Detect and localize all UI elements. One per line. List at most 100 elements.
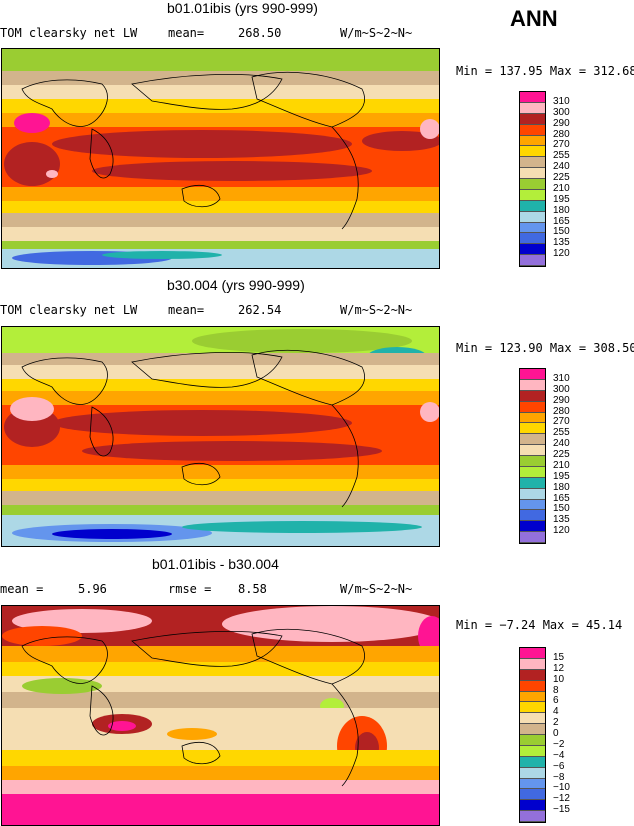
colorbar-level-label: 120: [553, 525, 570, 537]
colorbar-level-label: −10: [553, 782, 570, 794]
panel2-left-label: TOM clearsky net LW: [0, 303, 138, 317]
panel2-colorbar: [519, 368, 546, 544]
colorbar-swatch: [520, 466, 545, 478]
colorbar-level-label: 135: [553, 514, 570, 526]
panel2-minmax: Min = 123.90 Max = 308.50: [456, 341, 634, 355]
colorbar-swatch: [520, 521, 545, 533]
colorbar-level-label: 195: [553, 193, 570, 205]
panel2-mean-label: mean=: [168, 303, 205, 317]
panel1-map: [1, 48, 440, 269]
colorbar-level-label: 135: [553, 237, 570, 249]
colorbar-level-label: 8: [553, 684, 559, 696]
colorbar-swatch: [520, 412, 545, 424]
colorbar-level-label: −4: [553, 749, 565, 761]
panel3-minmax: Min = −7.24 Max = 45.14: [456, 618, 623, 632]
colorbar-swatch: [520, 477, 545, 489]
colorbar-swatch: [520, 713, 545, 725]
colorbar-swatch: [520, 658, 545, 670]
colorbar-level-label: 150: [553, 226, 570, 238]
panel1-minmax: Min = 137.95 Max = 312.68: [456, 64, 634, 78]
panel2-units: W/m~S~2~N~: [340, 303, 413, 317]
panel3-rmse-value: 8.58: [238, 582, 267, 596]
colorbar-swatch: [520, 745, 545, 757]
colorbar-swatch: [520, 680, 545, 692]
panel1-title: b01.01ibis (yrs 990-999): [167, 0, 318, 16]
colorbar-swatch: [520, 369, 545, 380]
panel1-colorbar: [519, 91, 546, 267]
panel3-colorbar: [519, 647, 546, 823]
colorbar-swatch: [520, 800, 545, 812]
colorbar-level-label: 12: [553, 662, 565, 674]
colorbar-level-label: 255: [553, 150, 570, 162]
colorbar-swatch: [520, 189, 545, 201]
colorbar-swatch: [520, 102, 545, 114]
colorbar-level-label: 2: [553, 717, 559, 729]
colorbar-swatch: [520, 488, 545, 500]
colorbar-swatch: [520, 767, 545, 779]
colorbar-level-label: 270: [553, 139, 570, 151]
colorbar-swatch: [520, 157, 545, 169]
colorbar-level-label: 255: [553, 427, 570, 439]
colorbar-swatch: [520, 691, 545, 703]
colorbar-swatch: [520, 401, 545, 413]
colorbar-level-label: 210: [553, 182, 570, 194]
panel3-title: b01.01ibis - b30.004: [152, 556, 279, 572]
colorbar-level-label: −15: [553, 804, 570, 816]
colorbar-swatch: [520, 390, 545, 402]
colorbar-swatch: [520, 92, 545, 103]
panel2-mean-value: 262.54: [238, 303, 282, 317]
colorbar-level-label: 4: [553, 706, 559, 718]
colorbar-swatch: [520, 811, 545, 822]
panel3-mean-value: 5.96: [78, 582, 107, 596]
colorbar-swatch: [520, 168, 545, 179]
colorbar-swatch: [520, 434, 545, 446]
colorbar-swatch: [520, 789, 545, 801]
colorbar-level-label: 180: [553, 204, 570, 216]
colorbar-swatch: [520, 756, 545, 768]
colorbar-level-label: 6: [553, 695, 559, 707]
colorbar-level-label: 300: [553, 106, 570, 118]
colorbar-level-label: 225: [553, 449, 570, 460]
colorbar-level-label: 180: [553, 481, 570, 493]
colorbar-level-label: 280: [553, 405, 570, 417]
colorbar-swatch: [520, 724, 545, 735]
colorbar-swatch: [520, 445, 545, 456]
season-label: ANN: [510, 6, 558, 31]
colorbar-level-label: −8: [553, 771, 565, 783]
colorbar-swatch: [520, 778, 545, 790]
colorbar-swatch: [520, 423, 545, 435]
panel1-mean-value: 268.50: [238, 26, 282, 40]
panel3-mean-label: mean =: [0, 582, 44, 596]
colorbar-swatch: [520, 379, 545, 391]
colorbar-level-label: 165: [553, 492, 570, 504]
colorbar-level-label: 150: [553, 503, 570, 515]
colorbar-swatch: [520, 233, 545, 245]
colorbar-level-label: 310: [553, 372, 570, 384]
colorbar-swatch: [520, 211, 545, 223]
colorbar-level-label: 290: [553, 117, 570, 129]
colorbar-swatch: [520, 648, 545, 659]
colorbar-level-label: 290: [553, 394, 570, 406]
colorbar-level-label: 120: [553, 248, 570, 260]
colorbar-level-label: 240: [553, 161, 570, 173]
colorbar-level-label: 165: [553, 215, 570, 227]
colorbar-swatch: [520, 510, 545, 522]
colorbar-swatch: [520, 532, 545, 543]
colorbar-swatch: [520, 669, 545, 681]
panel1-left-label: TOM clearsky net LW: [0, 26, 138, 40]
colorbar-level-label: 195: [553, 470, 570, 482]
colorbar-level-label: −12: [553, 793, 570, 805]
panel1-mean-label: mean=: [168, 26, 205, 40]
colorbar-swatch: [520, 124, 545, 136]
panel1-units: W/m~S~2~N~: [340, 26, 413, 40]
colorbar-swatch: [520, 146, 545, 158]
colorbar-level-label: 225: [553, 172, 570, 183]
colorbar-level-label: 270: [553, 416, 570, 428]
colorbar-level-label: 210: [553, 459, 570, 471]
colorbar-level-label: 280: [553, 128, 570, 140]
colorbar-level-label: −6: [553, 760, 565, 772]
colorbar-swatch: [520, 244, 545, 256]
colorbar-swatch: [520, 255, 545, 266]
colorbar-level-label: 310: [553, 95, 570, 107]
colorbar-swatch: [520, 179, 545, 190]
